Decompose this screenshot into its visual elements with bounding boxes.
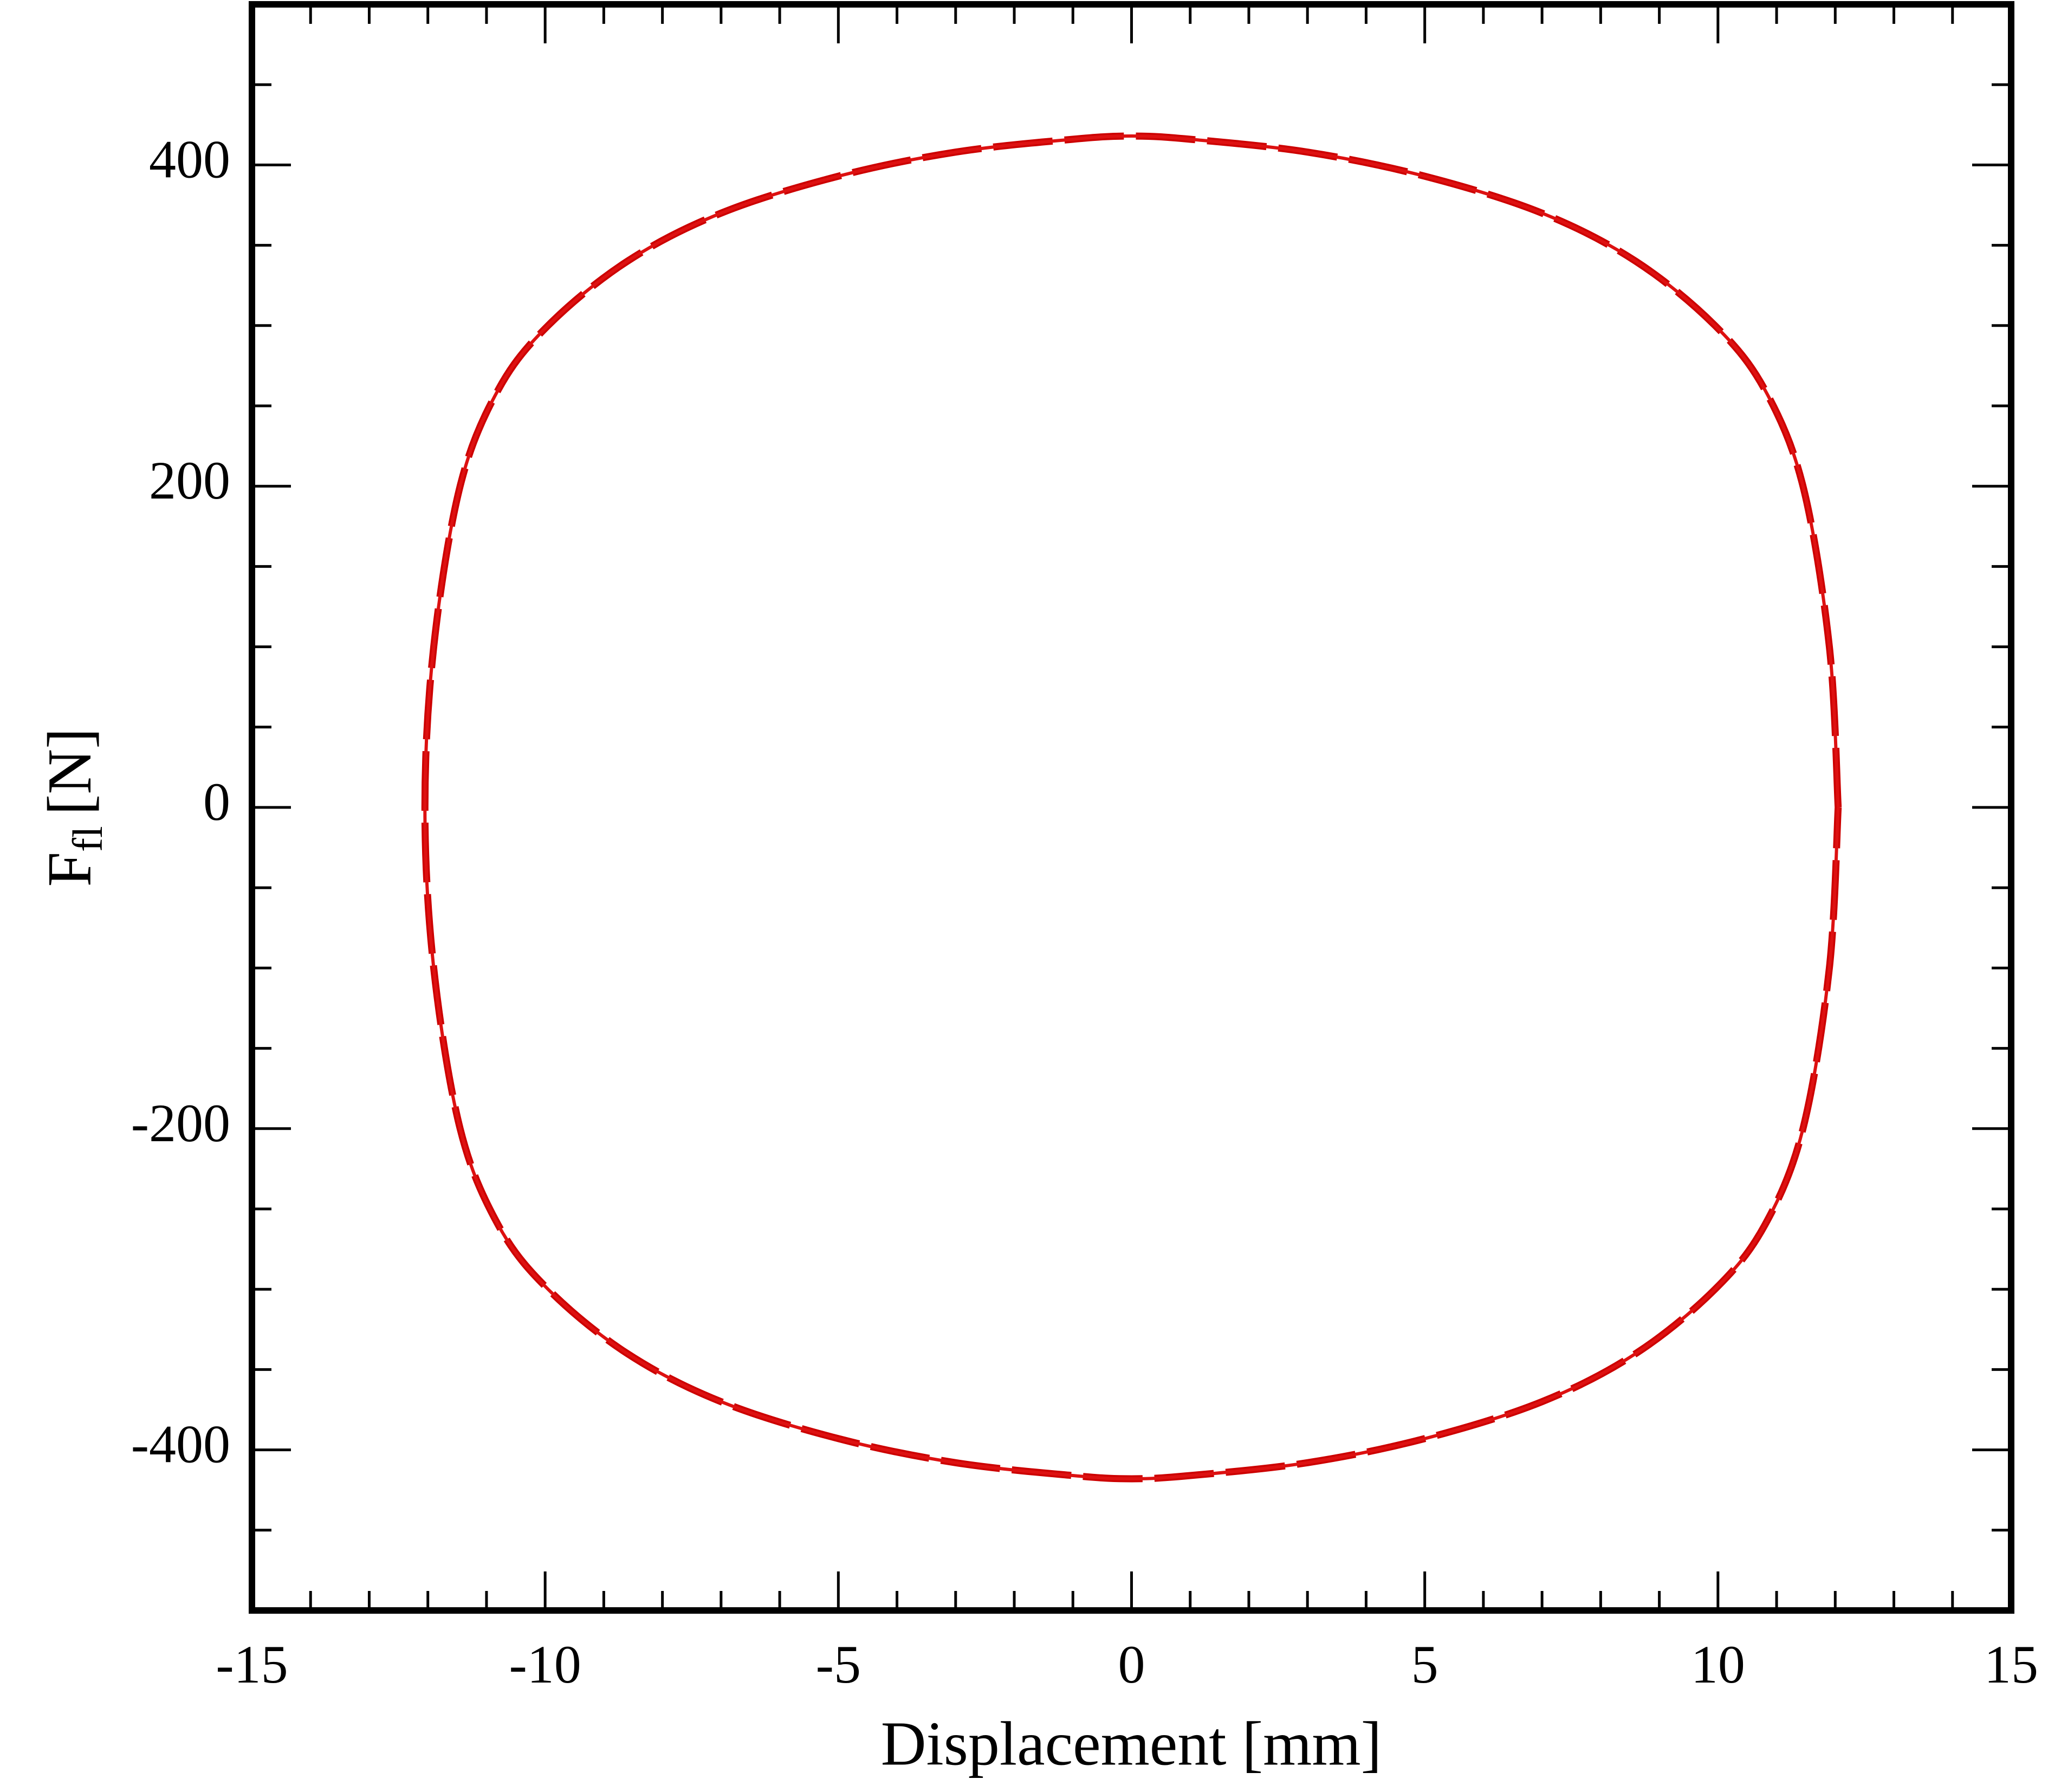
y-tick-label: 400 xyxy=(149,129,230,189)
x-axis-label: Displacement [mm] xyxy=(881,1710,1382,1779)
x-tick-label: 0 xyxy=(1118,1634,1145,1694)
y-label-main: F xyxy=(35,852,105,887)
y-label-sub: fl xyxy=(64,826,111,852)
data-line xyxy=(423,134,1840,1480)
x-tick-label: -5 xyxy=(816,1634,861,1694)
y-tick-label: -400 xyxy=(131,1414,230,1474)
data-line xyxy=(421,132,1842,1483)
x-tick-label: -10 xyxy=(509,1634,581,1694)
plot-frame xyxy=(249,1,2014,1614)
x-tick-label: -15 xyxy=(216,1634,288,1694)
y-tick-label: 200 xyxy=(149,450,230,510)
y-tick-label: -200 xyxy=(131,1093,230,1153)
x-tick-label: 10 xyxy=(1691,1634,1745,1694)
x-tick-label: 5 xyxy=(1411,1634,1438,1694)
y-label-unit: [N] xyxy=(35,728,105,815)
y-tick-label: 0 xyxy=(203,772,230,832)
x-tick-label: 15 xyxy=(1984,1634,2038,1694)
y-axis-label: Ffl [N] xyxy=(35,728,111,887)
